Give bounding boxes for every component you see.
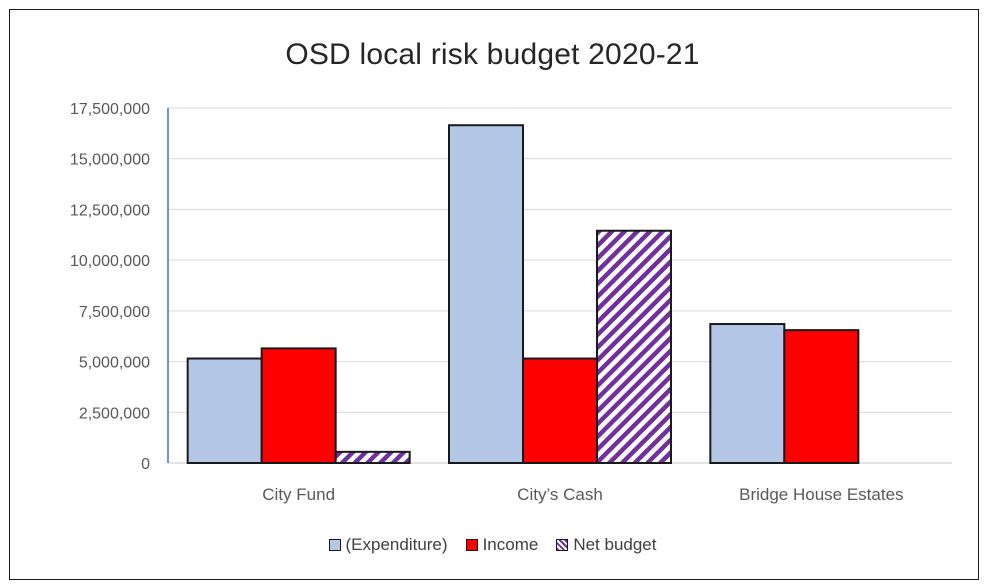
bar bbox=[709, 323, 786, 464]
bar bbox=[522, 357, 598, 464]
bar bbox=[334, 450, 411, 465]
legend-item: Net budget bbox=[556, 535, 657, 555]
chart-title: OSD local risk budget 2020-21 bbox=[285, 38, 700, 71]
legend-item: (Expenditure) bbox=[328, 535, 448, 555]
bar bbox=[448, 124, 524, 464]
legend-label: Income bbox=[482, 535, 539, 554]
x-tick-label: City’s Cash bbox=[517, 485, 603, 504]
y-tick-label: 2,500,000 bbox=[79, 405, 150, 422]
legend-label: (Expenditure) bbox=[345, 535, 448, 554]
y-tick-label: 5,000,000 bbox=[79, 355, 150, 372]
y-tick-label: 10,000,000 bbox=[70, 253, 150, 270]
bar bbox=[596, 229, 672, 464]
chart-legend: (Expenditure) Income Net budget bbox=[0, 535, 985, 555]
bar bbox=[260, 347, 337, 464]
x-tick-label: City Fund bbox=[262, 485, 335, 504]
y-tick-label: 17,500,000 bbox=[70, 101, 150, 118]
legend-label: Net budget bbox=[573, 535, 657, 554]
legend-swatch bbox=[328, 539, 341, 551]
bar bbox=[783, 329, 860, 464]
legend-swatch bbox=[465, 539, 478, 551]
y-tick-label: 15,000,000 bbox=[70, 152, 150, 169]
y-tick-label: 12,500,000 bbox=[70, 202, 150, 219]
legend-swatch bbox=[556, 539, 569, 551]
legend-item: Income bbox=[465, 535, 539, 555]
y-tick-label: 7,500,000 bbox=[79, 304, 150, 321]
x-tick-label: Bridge House Estates bbox=[739, 485, 903, 504]
bar bbox=[186, 357, 263, 464]
y-tick-label: 0 bbox=[141, 456, 150, 473]
